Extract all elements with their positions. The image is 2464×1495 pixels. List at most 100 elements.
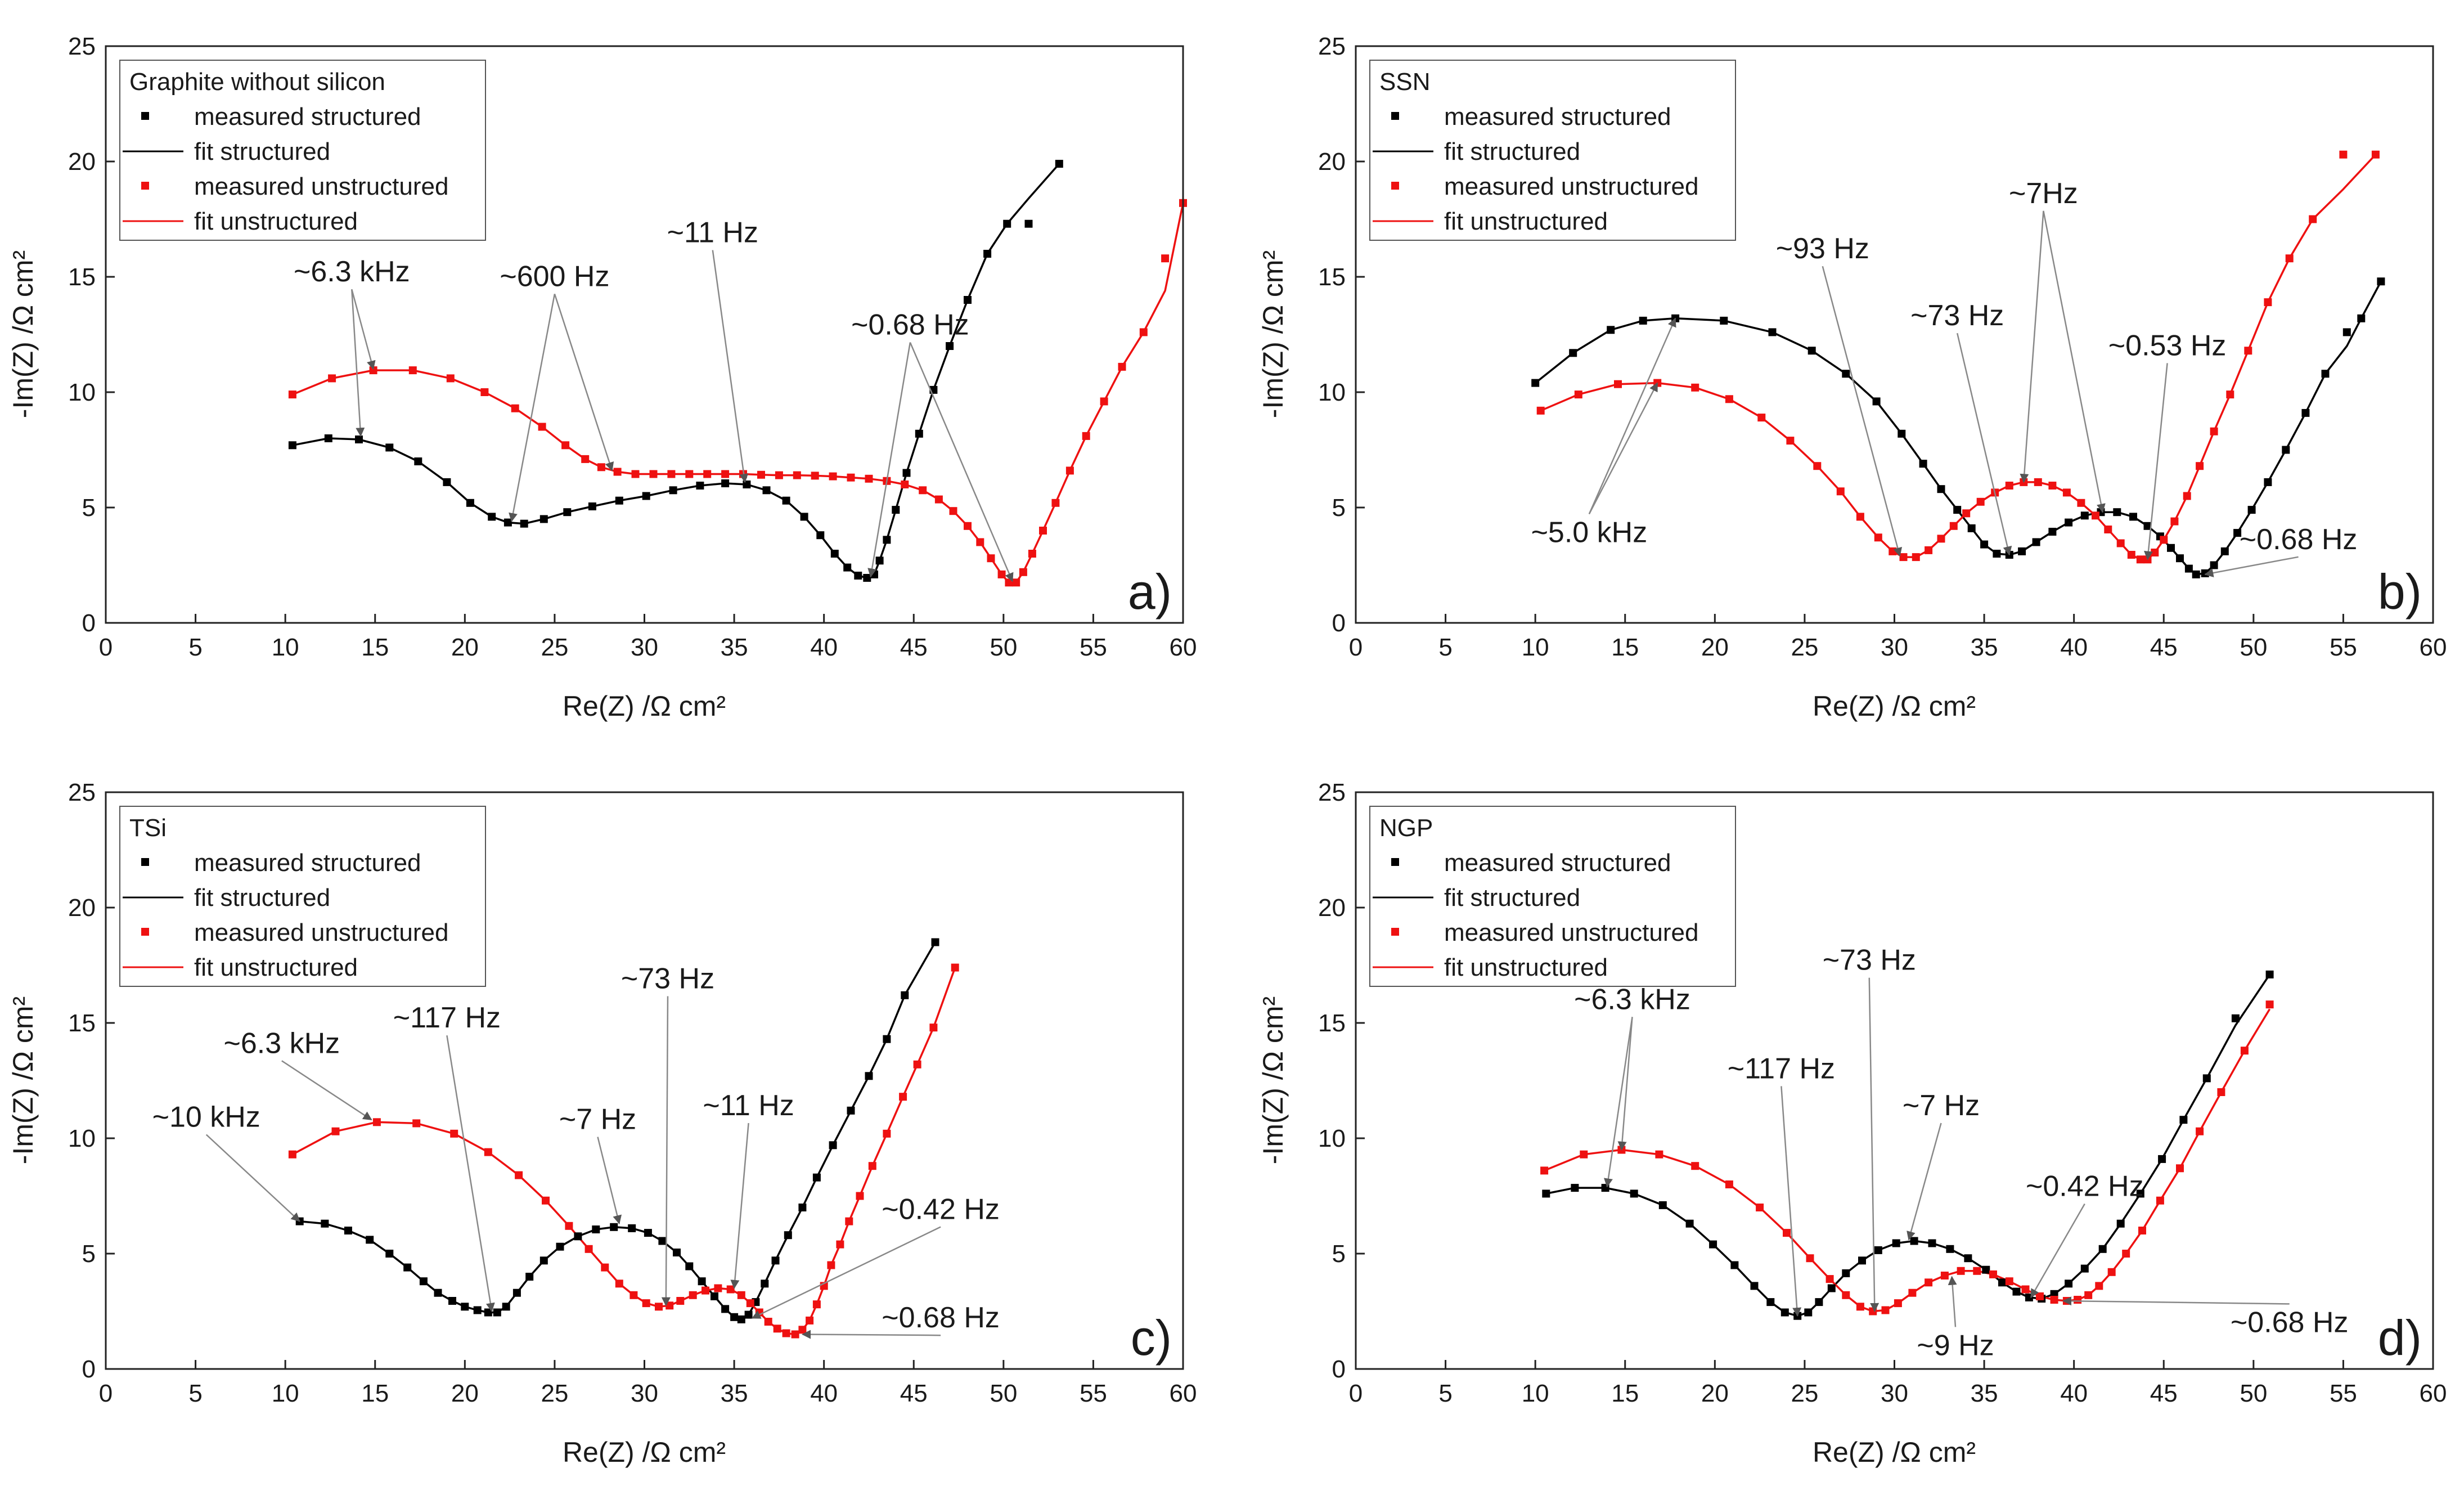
y-tick-label-1: 5: [82, 494, 96, 522]
data-point-s0-38: [2282, 446, 2290, 454]
data-point-s2-20: [726, 1285, 735, 1294]
data-point-s0-28: [2167, 544, 2175, 552]
data-point-s0-24: [1998, 1278, 2006, 1287]
data-point-s2-10: [1856, 513, 1864, 521]
y-axis-title: -Im(Z) /Ω cm²: [1257, 996, 1289, 1164]
data-point-s0-15: [1842, 1269, 1850, 1277]
x-tick-label-7: 35: [1971, 1380, 1998, 1407]
legend-label-measured-structured: measured structured: [1444, 103, 1671, 131]
data-point-s2-26: [782, 1329, 790, 1337]
data-point-s2-2: [372, 1118, 381, 1126]
data-point-s0-25: [685, 1262, 694, 1270]
data-point-s0-19: [592, 1225, 600, 1233]
x-tick-label-11: 55: [2330, 1380, 2357, 1407]
annotation-arrow-0-0: [205, 1134, 300, 1222]
x-tick-label-8: 40: [2060, 1380, 2088, 1407]
annotation-arrow-4-0: [1588, 317, 1676, 515]
data-point-s0-1: [1571, 1184, 1579, 1192]
legend-marker-measured-unstructured: [1391, 182, 1399, 190]
data-point-s0-5: [403, 1263, 412, 1272]
data-point-s0-22: [644, 1229, 652, 1237]
annotation-arrow-0-0: [1604, 1017, 1633, 1188]
data-point-s2-18: [1957, 1267, 1965, 1275]
data-point-s2-7: [1786, 437, 1795, 445]
data-point-s2-37: [883, 1129, 891, 1138]
data-point-s2-20: [1989, 1270, 1997, 1278]
x-tick-label-12: 60: [2420, 1380, 2447, 1407]
annotation-arrow-3-1: [909, 342, 1014, 582]
data-point-s0-33: [2210, 561, 2218, 569]
data-point-s0-13: [1953, 506, 1962, 514]
data-point-s0-34: [2158, 1155, 2166, 1163]
data-point-s2-31: [964, 522, 972, 530]
data-point-s2-15: [1925, 546, 1933, 554]
data-point-s2-0: [288, 390, 296, 399]
data-point-s0-7: [1730, 1261, 1739, 1269]
data-point-s0-7: [1807, 347, 1816, 355]
data-point-s0-10: [1780, 1308, 1789, 1317]
annotation-label-1: ~600 Hz: [500, 260, 609, 293]
y-tick-label-4: 20: [1318, 148, 1346, 176]
annotation-label-3: ~73 Hz: [621, 963, 714, 995]
data-point-s2-0: [1536, 406, 1545, 415]
legend-label-fit-structured: fit structured: [1444, 884, 1580, 912]
data-point-s2-28: [919, 486, 927, 495]
data-point-s0-12: [588, 502, 596, 510]
data-point-s0-13: [615, 496, 623, 505]
y-axis-title: -Im(Z) /Ω cm²: [7, 996, 39, 1164]
data-point-s0-15: [525, 1273, 534, 1281]
data-point-s2-42: [1082, 432, 1090, 440]
data-point-s2-35: [2217, 1088, 2225, 1096]
data-point-s2-15: [685, 470, 694, 478]
x-tick-label-5: 25: [1791, 634, 1818, 661]
data-point-s2-34: [2196, 1127, 2204, 1135]
data-point-s0-2: [1601, 1184, 1609, 1192]
data-point-s0-36: [2247, 506, 2256, 514]
data-point-s2-19: [757, 470, 765, 479]
panel-b-series: [1531, 150, 2385, 578]
data-point-s0-33: [2136, 1189, 2144, 1198]
annotation-arrow-0-1: [1617, 1017, 1633, 1151]
annotation-label-6: ~0.68 Hz: [2231, 1306, 2349, 1339]
y-tick-label-2: 10: [1318, 1125, 1346, 1152]
annotation-arrow-3-0: [661, 996, 671, 1307]
data-point-s0-12: [493, 1308, 501, 1317]
panel-a: ~6.3 kHz ~600 Hz ~11 Hz ~0.68 Hz 0 5 10 15 20 25…: [7, 33, 1197, 722]
data-point-s0-32: [915, 429, 923, 438]
data-point-s0-0: [1531, 379, 1540, 387]
annotation-arrow-3-0: [2144, 363, 2168, 560]
panel-label: c): [1131, 1310, 1172, 1366]
data-point-s0-11: [563, 508, 572, 517]
data-point-s2-31: [2136, 555, 2144, 564]
data-point-s2-25: [2062, 488, 2071, 497]
data-point-s0-20: [1928, 1239, 1936, 1247]
data-point-s0-14: [1967, 524, 1976, 532]
data-point-s2-17: [1940, 1272, 1949, 1279]
data-point-s2-45: [1139, 328, 1148, 336]
data-point-s2-21: [2005, 1277, 2013, 1286]
data-point-s0-6: [1709, 1240, 1717, 1249]
data-point-s0-40: [865, 1072, 873, 1080]
data-point-s0-29: [730, 1313, 739, 1321]
y-tick-label-0: 0: [1332, 609, 1346, 637]
x-tick-label-4: 20: [1701, 634, 1729, 661]
data-point-s0-8: [1842, 370, 1850, 378]
data-point-s0-26: [863, 574, 871, 582]
data-point-s2-13: [642, 1299, 650, 1308]
annotation-label-1: ~7Hz: [2009, 177, 2078, 210]
legend-label-fit-structured: fit structured: [194, 138, 330, 165]
x-tick-label-10: 50: [2240, 1380, 2267, 1407]
annotation-arrow-1-0: [281, 1060, 372, 1121]
annotation-label-5: ~0.68 Hz: [2240, 523, 2358, 556]
x-tick-label-0: 0: [99, 634, 113, 661]
data-point-s2-40: [2244, 347, 2252, 355]
data-point-s2-6: [511, 404, 519, 412]
data-point-s2-35: [856, 1192, 864, 1200]
data-point-s2-17: [689, 1291, 697, 1299]
legend-marker-measured-unstructured: [141, 928, 149, 936]
annotation-arrow-6-0: [2062, 1296, 2290, 1306]
panel-c-series: [288, 938, 959, 1339]
data-point-s0-9: [520, 519, 528, 528]
annotation-label-3: ~0.68 Hz: [851, 309, 969, 342]
data-point-s0-15: [669, 486, 677, 495]
